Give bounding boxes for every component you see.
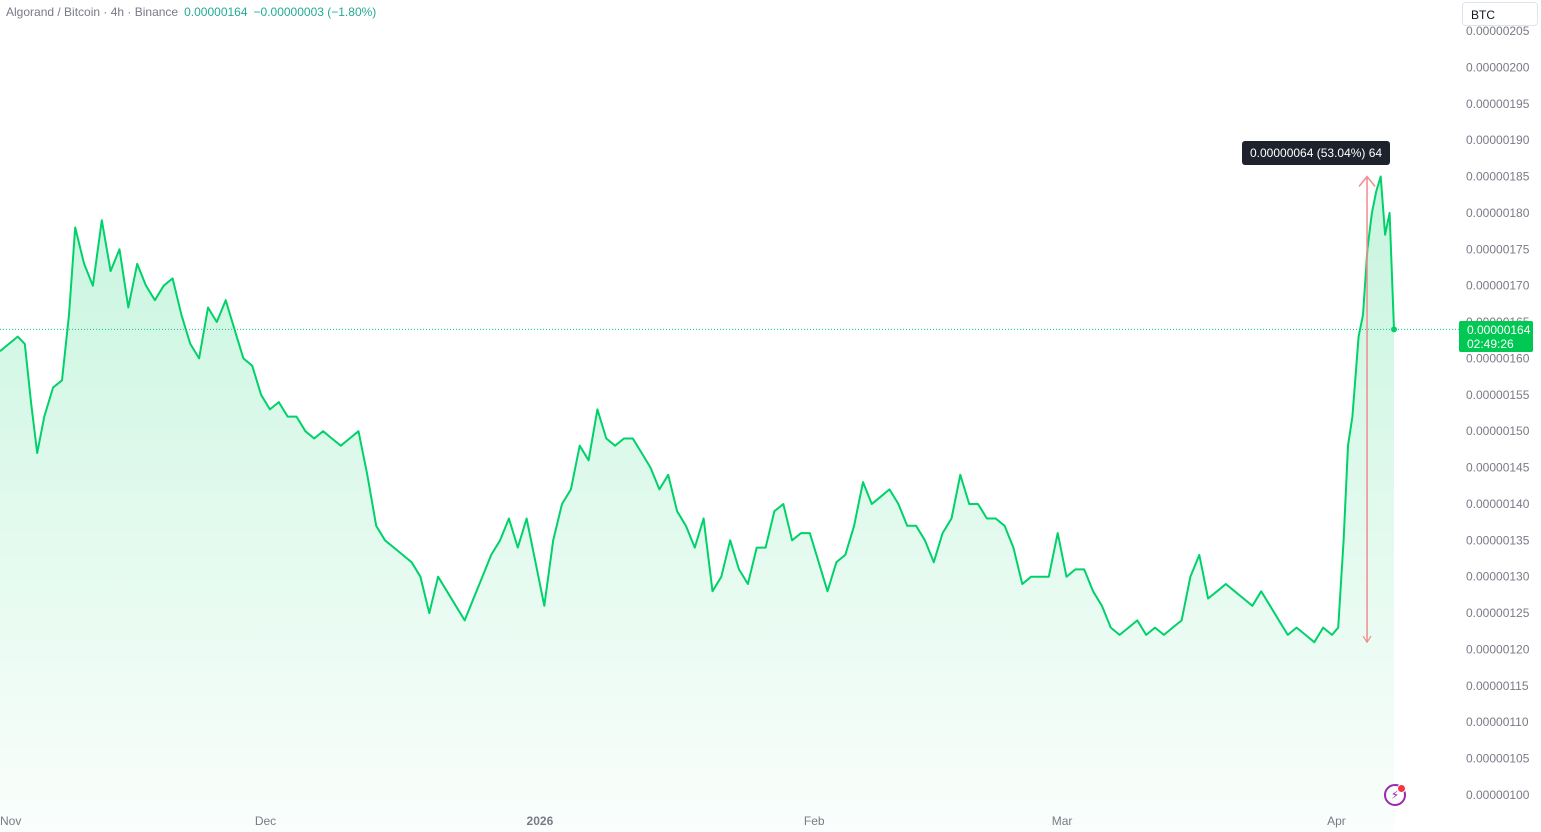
symbol-title[interactable]: Algorand / Bitcoin · 4h · Binance [6, 5, 179, 19]
legend-change: −0.00000003 (−1.80%) [253, 5, 377, 19]
y-tick-label: 0.00000120 [1466, 642, 1530, 656]
x-tick-label: 2026 [527, 814, 554, 828]
measure-base [1362, 635, 1372, 644]
price-line [0, 175, 1395, 644]
x-tick-label: Apr [1327, 814, 1346, 828]
y-tick-label: 0.00000195 [1466, 97, 1530, 111]
y-tick-label: 0.00000155 [1466, 388, 1530, 402]
y-tick-label: 0.00000175 [1466, 242, 1530, 256]
price-area [0, 176, 1394, 832]
measure-arrowhead [1358, 175, 1376, 187]
y-tick-label: 0.00000145 [1466, 461, 1530, 475]
last-price-value: 0.00000164 [1467, 323, 1531, 337]
x-tick-label: Dec [255, 814, 276, 828]
y-tick-label: 0.00000130 [1466, 570, 1530, 584]
currency-button[interactable]: BTC [1462, 2, 1538, 26]
y-tick-label: 0.00000135 [1466, 533, 1530, 547]
x-tick-label: Feb [804, 814, 825, 828]
y-tick-label: 0.00000105 [1466, 752, 1530, 766]
y-tick-label: 0.00000140 [1466, 497, 1530, 511]
y-tick-label: 0.00000205 [1466, 24, 1530, 38]
y-tick-label: 0.00000150 [1466, 424, 1530, 438]
y-tick-label: 0.00000100 [1466, 788, 1530, 802]
y-tick-label: 0.00000115 [1466, 679, 1529, 693]
y-tick-label: 0.00000125 [1466, 606, 1530, 620]
y-tick-label: 0.00000190 [1466, 133, 1530, 147]
notification-dot [1397, 784, 1406, 793]
y-tick-label: 0.00000200 [1466, 60, 1530, 74]
y-tick-label: 0.00000180 [1466, 206, 1530, 220]
last-price-label: 0.00000164 02:49:26 [1459, 321, 1533, 352]
countdown-timer: 02:49:26 [1467, 337, 1514, 351]
legend-price: 0.00000164 [184, 5, 248, 19]
chart-legend: Algorand / Bitcoin · 4h · Binance 0.0000… [6, 5, 376, 19]
y-tick-label: 0.00000185 [1466, 170, 1530, 184]
y-tick-label: 0.00000110 [1466, 715, 1529, 729]
x-tick-label: Mar [1052, 814, 1073, 828]
last-price-dot [1391, 326, 1397, 333]
lightning-icon[interactable]: ⚡ [1384, 784, 1406, 806]
x-tick-label: Nov [0, 814, 21, 828]
measure-tooltip: 0.00000064 (53.04%) 64 [1242, 141, 1391, 165]
y-tick-label: 0.00000170 [1466, 279, 1530, 293]
y-tick-label: 0.00000160 [1466, 351, 1530, 365]
